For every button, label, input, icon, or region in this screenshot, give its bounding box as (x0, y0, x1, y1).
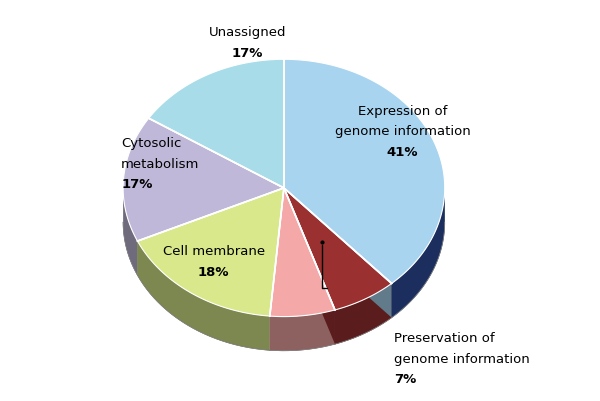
Text: 17%: 17% (121, 178, 152, 191)
Text: Unassigned: Unassigned (209, 26, 286, 39)
Text: 41%: 41% (387, 146, 418, 159)
Polygon shape (284, 188, 392, 318)
Polygon shape (137, 188, 284, 275)
Polygon shape (284, 188, 392, 318)
Text: genome information: genome information (394, 352, 530, 365)
Text: Preservation of: Preservation of (394, 331, 495, 344)
Text: metabolism: metabolism (121, 157, 199, 170)
Polygon shape (335, 284, 392, 344)
Text: Cytosolic: Cytosolic (121, 136, 181, 149)
Text: genome information: genome information (335, 125, 470, 138)
Text: 17%: 17% (232, 47, 263, 60)
Polygon shape (284, 188, 335, 344)
Polygon shape (392, 189, 445, 318)
Text: 18%: 18% (198, 265, 229, 278)
Polygon shape (284, 188, 392, 310)
Text: Cell membrane: Cell membrane (163, 245, 265, 257)
Polygon shape (137, 241, 270, 350)
Polygon shape (284, 188, 335, 344)
Polygon shape (284, 60, 445, 284)
Text: 7%: 7% (394, 373, 417, 385)
Polygon shape (270, 188, 284, 350)
Polygon shape (123, 119, 284, 241)
Polygon shape (270, 310, 335, 351)
Polygon shape (270, 188, 335, 317)
Polygon shape (137, 188, 284, 316)
Polygon shape (149, 60, 284, 188)
Polygon shape (270, 188, 284, 350)
Polygon shape (123, 189, 137, 275)
Polygon shape (137, 188, 284, 275)
Text: Expression of: Expression of (358, 104, 447, 117)
Polygon shape (392, 189, 445, 318)
